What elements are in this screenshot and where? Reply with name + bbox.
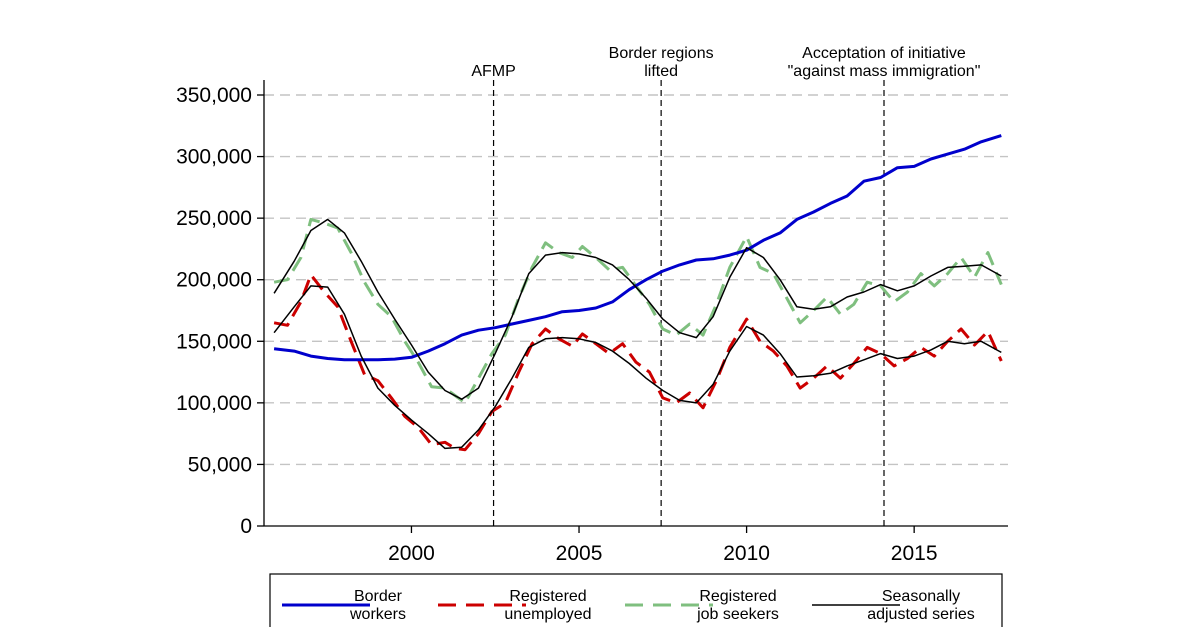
legend-label: Border [354,588,403,605]
series-line [273,285,1002,450]
series-line [273,218,1002,400]
series-line [273,217,1003,405]
legend-box [269,573,1003,632]
series-layer [273,134,1003,452]
legend-label: unemployed [504,606,591,623]
event-label: lifted [644,63,678,80]
y-tick-label: 200,000 [176,269,252,292]
legend-label: Registered [509,588,586,605]
y-tick-label: 350,000 [176,84,252,107]
event-label: AFMP [471,63,515,80]
grid-layer [264,94,1008,466]
legend-label: job seekers [696,606,779,623]
axis-layer: 0 50,000 100,000 150,000 200,000 250,000 300,0… [176,80,1008,565]
x-tick-label: 2005 [556,542,603,565]
y-tick-label: 300,000 [176,146,252,169]
legend-label: Registered [699,588,776,605]
event-label: Border regions [609,45,714,62]
x-tick-label: 2010 [723,542,770,565]
y-tick-label: 50,000 [188,453,252,476]
legend: BorderworkersRegisteredunemployedRegiste… [269,573,1003,632]
event-label: "against mass immigration" [788,63,981,80]
event-label: Acceptation of initiative [802,45,966,62]
series-line [273,273,1003,452]
y-tick-label: 0 [240,515,252,538]
y-tick-label: 100,000 [176,392,252,415]
y-tick-label: 150,000 [176,330,252,353]
x-tick-label: 2015 [891,542,938,565]
x-tick-label: 2000 [388,542,435,565]
legend-label: workers [349,606,406,623]
legend-label: Seasonally [882,588,960,605]
series-line [273,134,1002,362]
legend-label: adjusted series [867,606,975,623]
y-tick-label: 250,000 [176,207,252,230]
